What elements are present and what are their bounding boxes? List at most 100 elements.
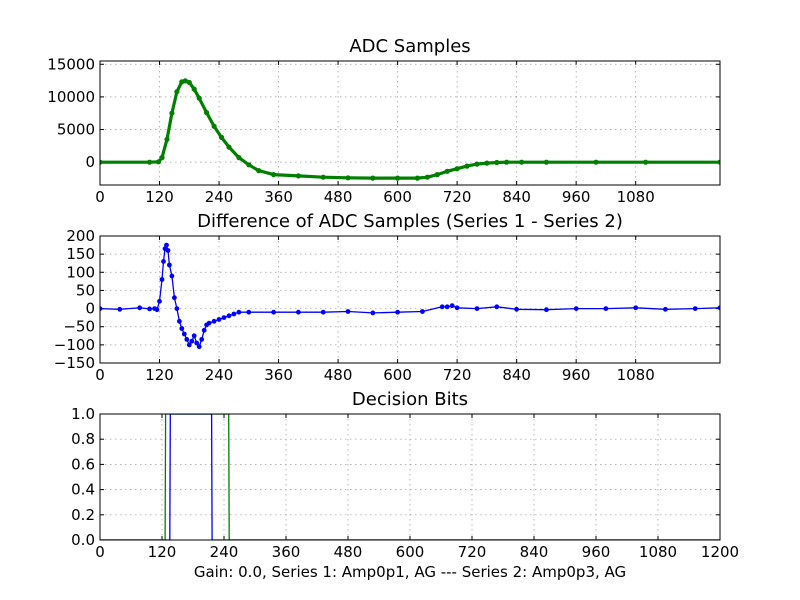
data-point xyxy=(186,79,192,86)
data-point xyxy=(717,159,720,165)
data-point xyxy=(295,173,301,179)
data-point xyxy=(199,337,205,342)
data-point xyxy=(147,159,153,165)
x-tick-label: 1080 xyxy=(617,188,655,206)
data-point xyxy=(159,277,165,282)
data-point xyxy=(169,110,175,116)
data-point xyxy=(543,159,550,165)
x-tick-label: 480 xyxy=(334,543,363,561)
axes-frame xyxy=(99,60,721,186)
data-point xyxy=(201,327,207,333)
x-tick-label: 240 xyxy=(205,366,234,384)
data-point xyxy=(179,326,185,331)
data-point xyxy=(159,155,165,161)
data-point xyxy=(221,315,227,320)
data-point xyxy=(194,340,200,346)
data-point xyxy=(137,305,143,311)
x-tick-label: 120 xyxy=(148,543,177,561)
y-tick-label: 0.8 xyxy=(71,430,95,448)
x-tick-label: 960 xyxy=(562,188,591,206)
data-point xyxy=(345,309,351,314)
data-point xyxy=(514,306,519,312)
data-point xyxy=(184,337,190,342)
data-point xyxy=(147,306,153,312)
data-point xyxy=(717,305,720,311)
panel-title: Difference of ADC Samples (Series 1 - Se… xyxy=(197,211,623,232)
data-point xyxy=(370,310,376,316)
y-tick-label: 1.0 xyxy=(71,405,95,423)
panel-title: Decision Bits xyxy=(352,389,468,410)
data-point xyxy=(271,172,277,178)
y-tick-label: −150 xyxy=(54,354,95,372)
data-point xyxy=(196,344,202,350)
data-point xyxy=(100,306,103,311)
data-point xyxy=(370,175,376,181)
data-point xyxy=(196,95,202,101)
x-tick-label: 1080 xyxy=(617,366,655,384)
data-point xyxy=(395,309,400,315)
data-point xyxy=(320,174,326,180)
data-point xyxy=(216,317,222,322)
data-point xyxy=(174,89,180,95)
x-tick-label: 0 xyxy=(95,543,105,561)
data-point xyxy=(155,159,162,165)
data-point xyxy=(236,309,242,315)
data-point xyxy=(191,86,197,92)
y-tick-label: 150 xyxy=(66,245,95,263)
x-tick-label: 840 xyxy=(502,366,531,384)
data-point xyxy=(444,304,450,310)
x-axis-label: Gain: 0.0, Series 1: Amp0p1, AG --- Seri… xyxy=(194,563,626,581)
x-tick-label: 120 xyxy=(145,188,174,206)
data-point xyxy=(218,134,225,140)
x-tick-label: 480 xyxy=(324,188,353,206)
y-tick-label: 0 xyxy=(85,300,95,318)
x-tick-label: 0 xyxy=(95,366,105,384)
data-point xyxy=(236,155,242,161)
data-point xyxy=(434,172,440,178)
x-tick-label: 720 xyxy=(443,188,472,206)
x-tick-label: 240 xyxy=(205,188,234,206)
data-point xyxy=(246,309,252,315)
data-point xyxy=(211,123,217,129)
data-point xyxy=(204,110,210,116)
series-line xyxy=(100,79,720,180)
data-point xyxy=(296,309,301,315)
data-point xyxy=(633,305,639,311)
data-point xyxy=(464,163,470,169)
plot-area xyxy=(100,78,720,181)
x-tick-label: 1200 xyxy=(701,543,739,561)
data-point xyxy=(474,161,480,167)
data-point xyxy=(167,262,172,268)
x-tick-label: 960 xyxy=(582,543,611,561)
data-point xyxy=(117,306,123,312)
data-point xyxy=(161,259,166,264)
data-point xyxy=(692,306,698,311)
data-point xyxy=(181,331,187,337)
decision-bits-panel: Decision Bits 0 120 240 360 480 600 720 840 960 1… xyxy=(71,389,739,561)
data-point xyxy=(186,342,192,348)
data-point xyxy=(593,159,599,165)
y-tick-label: 100 xyxy=(66,263,95,281)
data-point xyxy=(206,320,212,326)
data-point xyxy=(226,144,232,150)
data-point xyxy=(449,303,455,309)
y-tick-label: 0.0 xyxy=(71,531,95,549)
data-point xyxy=(172,295,177,301)
data-point xyxy=(519,159,525,165)
x-tick-label: 360 xyxy=(272,543,301,561)
data-point xyxy=(154,307,160,313)
data-point xyxy=(164,242,169,248)
data-point xyxy=(454,305,460,311)
difference-panel: Difference of ADC Samples (Series 1 - Se… xyxy=(54,211,721,384)
data-point xyxy=(643,159,649,165)
data-point xyxy=(246,162,252,168)
data-point xyxy=(573,306,579,311)
data-point xyxy=(100,159,103,165)
x-tick-label: 360 xyxy=(264,366,293,384)
x-tick-label: 960 xyxy=(562,366,591,384)
data-point xyxy=(414,175,420,181)
data-point xyxy=(157,298,162,304)
y-tick-label: 50 xyxy=(76,281,95,299)
